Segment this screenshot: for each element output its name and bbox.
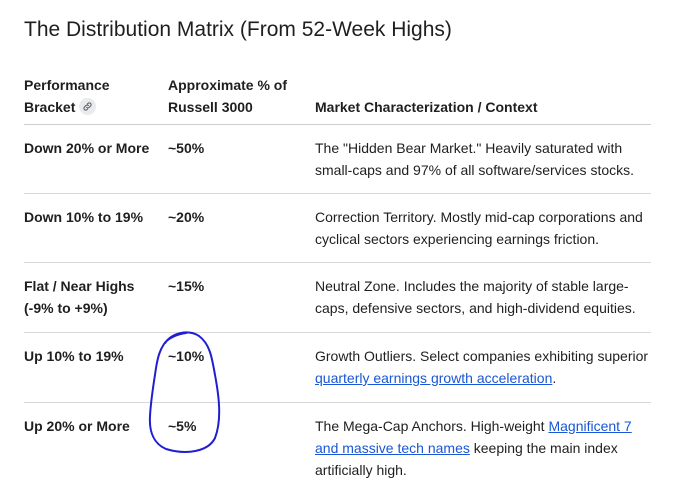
cell-bracket: Down 10% to 19% [24, 209, 144, 225]
cell-context: The "Hidden Bear Market." Heavily satura… [315, 140, 635, 178]
cell-percent: ~10% [168, 348, 205, 364]
header-bracket-label: Performance Bracket [24, 77, 110, 115]
cell-bracket: Down 20% or More [24, 140, 150, 156]
cell-context-text: keeping the main index artificially high… [315, 440, 618, 478]
table-row: Up 20% or More ~5% The Mega-Cap Anchors.… [24, 403, 651, 485]
cell-context: Neutral Zone. Includes the majority of s… [315, 278, 636, 316]
table-row: Up 10% to 19% ~10% Growth Outliers. Sele… [24, 333, 651, 403]
cell-percent: ~20% [168, 209, 205, 225]
cell-context: The Mega-Cap Anchors. High-weight Magnif… [315, 415, 651, 481]
page-title: The Distribution Matrix (From 52-Week Hi… [24, 18, 452, 41]
distribution-table: Performance Bracket Approximate % of Rus… [24, 72, 651, 485]
earnings-growth-link[interactable]: quarterly earnings growth acceleration [315, 370, 553, 386]
cell-context-text: Growth Outliers. Select companies exhibi… [315, 348, 649, 364]
header-context: Market Characterization / Context [315, 99, 538, 115]
link-icon[interactable] [79, 98, 97, 115]
cell-bracket: Flat / Near Highs (-9% to +9%) [24, 278, 135, 316]
cell-percent: ~15% [168, 278, 205, 294]
table-row: Down 20% or More ~50% The "Hidden Bear M… [24, 125, 651, 194]
header-percent: Approximate % of Russell 3000 [168, 77, 288, 115]
cell-context: Growth Outliers. Select companies exhibi… [315, 345, 651, 389]
table-row: Down 10% to 19% ~20% Correction Territor… [24, 194, 651, 263]
header-bracket: Performance Bracket [24, 74, 154, 118]
table-header: Performance Bracket Approximate % of Rus… [24, 72, 651, 125]
table-row: Flat / Near Highs (-9% to +9%) ~15% Neut… [24, 263, 651, 333]
cell-percent: ~50% [168, 140, 205, 156]
cell-bracket: Up 10% to 19% [24, 348, 124, 364]
cell-context-text: . [552, 370, 557, 386]
cell-context-text: The Mega-Cap Anchors. High-weight [315, 418, 549, 434]
cell-percent: ~5% [168, 418, 197, 434]
cell-bracket: Up 20% or More [24, 418, 130, 434]
cell-context: Correction Territory. Mostly mid-cap cor… [315, 209, 643, 247]
magnificent-7-link[interactable]: Magnificent 7 and massive tech names [315, 418, 632, 456]
